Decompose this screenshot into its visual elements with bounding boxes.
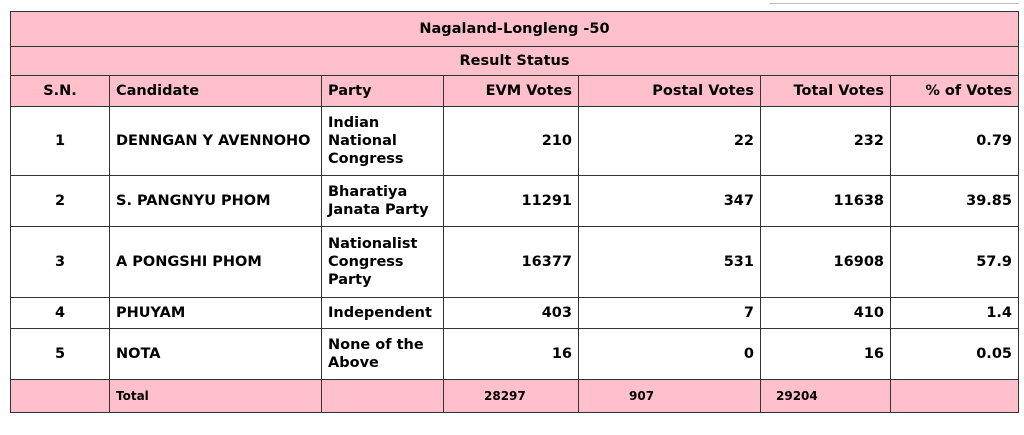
table-row: 5 NOTA None of the Above 16 0 16 0.05	[10, 328, 1019, 380]
cell-postal-votes: 531	[578, 226, 761, 298]
totals-row: Total 28297 907 29204	[10, 379, 1019, 413]
total-total-votes: 29204	[760, 379, 891, 413]
cell-candidate: DENNGAN Y AVENNOHO	[109, 106, 322, 176]
table-row: 3 A PONGSHI PHOM Nationalist Congress Pa…	[10, 226, 1019, 298]
cell-total-votes: 410	[760, 297, 891, 329]
cell-party: Independent	[321, 297, 444, 329]
cell-evm-votes: 16377	[443, 226, 579, 298]
header-sn: S.N.	[10, 75, 110, 107]
cell-postal-votes: 0	[578, 328, 761, 380]
cell-percent-votes: 39.85	[890, 175, 1019, 227]
cell-candidate: NOTA	[109, 328, 322, 380]
cell-evm-votes: 210	[443, 106, 579, 176]
top-divider	[769, 0, 1019, 4]
cell-party: Bharatiya Janata Party	[321, 175, 444, 227]
cell-percent-votes: 1.4	[890, 297, 1019, 329]
cell-total-votes: 232	[760, 106, 891, 176]
result-table: Nagaland-Longleng -50 Result Status S.N.…	[10, 11, 1019, 413]
total-percent-cell	[890, 379, 1019, 413]
cell-evm-votes: 16	[443, 328, 579, 380]
cell-total-votes: 11638	[760, 175, 891, 227]
header-evm-votes: EVM Votes	[443, 75, 579, 107]
table-title: Nagaland-Longleng -50	[10, 11, 1019, 47]
cell-percent-votes: 0.05	[890, 328, 1019, 380]
cell-postal-votes: 347	[578, 175, 761, 227]
header-postal-votes: Postal Votes	[578, 75, 761, 107]
header-candidate: Candidate	[109, 75, 322, 107]
table-row: 4 PHUYAM Independent 403 7 410 1.4	[10, 297, 1019, 329]
cell-evm-votes: 11291	[443, 175, 579, 227]
total-label: Total	[109, 379, 322, 413]
cell-percent-votes: 0.79	[890, 106, 1019, 176]
cell-candidate: PHUYAM	[109, 297, 322, 329]
cell-total-votes: 16	[760, 328, 891, 380]
total-evm-votes: 28297	[443, 379, 579, 413]
table-row: 2 S. PANGNYU PHOM Bharatiya Janata Party…	[10, 175, 1019, 227]
cell-sn: 2	[10, 175, 110, 227]
cell-postal-votes: 7	[578, 297, 761, 329]
cell-percent-votes: 57.9	[890, 226, 1019, 298]
total-postal-votes: 907	[578, 379, 761, 413]
cell-total-votes: 16908	[760, 226, 891, 298]
cell-sn: 3	[10, 226, 110, 298]
result-status-heading: Result Status	[10, 46, 1019, 76]
table-row: 1 DENNGAN Y AVENNOHO Indian National Con…	[10, 106, 1019, 176]
total-sn-cell	[10, 379, 110, 413]
cell-sn: 4	[10, 297, 110, 329]
cell-party: None of the Above	[321, 328, 444, 380]
cell-sn: 5	[10, 328, 110, 380]
cell-candidate: A PONGSHI PHOM	[109, 226, 322, 298]
column-header-row: S.N. Candidate Party EVM Votes Postal Vo…	[10, 75, 1019, 107]
header-total-votes: Total Votes	[760, 75, 891, 107]
cell-candidate: S. PANGNYU PHOM	[109, 175, 322, 227]
cell-evm-votes: 403	[443, 297, 579, 329]
cell-postal-votes: 22	[578, 106, 761, 176]
cell-party: Nationalist Congress Party	[321, 226, 444, 298]
total-party-cell	[321, 379, 444, 413]
header-percent-votes: % of Votes	[890, 75, 1019, 107]
header-party: Party	[321, 75, 444, 107]
cell-party: Indian National Congress	[321, 106, 444, 176]
cell-sn: 1	[10, 106, 110, 176]
